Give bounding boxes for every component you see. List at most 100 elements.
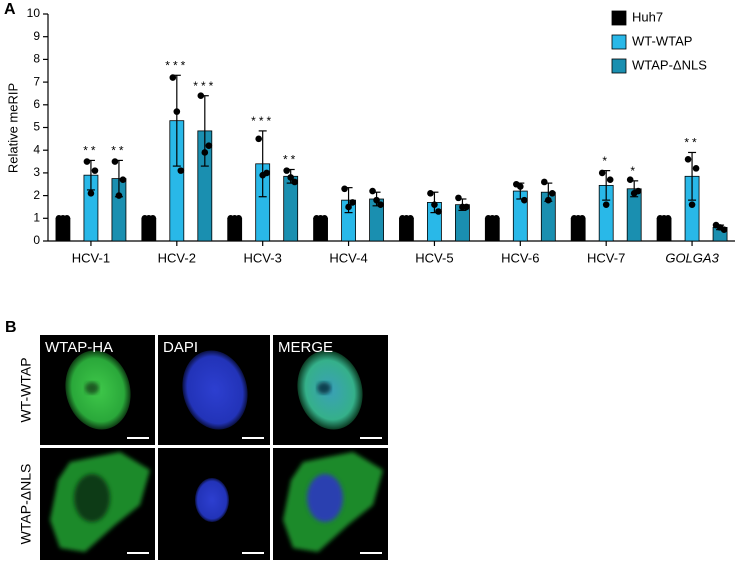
x-tick-label: HCV-6 (501, 250, 539, 265)
significance: ** (283, 153, 298, 167)
data-point (521, 196, 528, 204)
bar (141, 217, 157, 242)
data-point (664, 215, 672, 222)
data-point (235, 215, 242, 222)
data-point (119, 176, 127, 184)
y-tick-label: 7 (33, 74, 40, 88)
significance: ** (684, 136, 699, 150)
micrographs: WTAP-HA DAPI MERGE WT-WTAP WTAP-ΔNLS (18, 335, 388, 560)
data-point (377, 201, 384, 208)
significance: * (630, 164, 638, 178)
y-tick-label: 5 (33, 120, 40, 134)
row-label: WTAP-ΔNLS (18, 464, 34, 545)
panel-label: A (4, 1, 16, 18)
y-tick-label: 1 (33, 210, 40, 224)
data-point (602, 201, 610, 208)
data-point (435, 208, 442, 215)
nucleus (182, 350, 248, 430)
data-point (205, 142, 213, 149)
data-point (291, 178, 298, 186)
nucleus (74, 474, 110, 522)
x-tick-label: HCV-1 (72, 250, 110, 265)
bar (656, 217, 672, 242)
y-tick-label: 2 (33, 188, 40, 202)
data-point (63, 215, 71, 222)
data-point (201, 149, 209, 156)
data-point (692, 165, 700, 172)
legend-swatch (611, 58, 627, 74)
data-point (598, 169, 606, 177)
bar (399, 217, 414, 242)
data-point (545, 196, 552, 204)
legend-label: WT-WTAP (632, 33, 692, 48)
row-label: WT-WTAP (18, 357, 34, 422)
y-tick-label: 10 (27, 6, 41, 20)
legend-swatch (611, 10, 627, 26)
data-point (255, 135, 262, 143)
x-tick-label: HCV-4 (329, 250, 367, 265)
nucleus (195, 478, 229, 522)
nucleolus (317, 382, 331, 394)
data-point (688, 201, 696, 208)
data-point (87, 190, 95, 197)
significance: * (602, 154, 610, 168)
data-point (341, 185, 348, 193)
y-tick-label: 3 (33, 165, 40, 179)
bar (313, 217, 328, 242)
significance: *** (193, 79, 216, 93)
x-tick-label: HCV-5 (415, 250, 453, 265)
data-point (626, 176, 634, 184)
data-point (173, 108, 181, 115)
data-point (407, 215, 414, 222)
bar (283, 175, 299, 242)
data-point (373, 196, 380, 204)
significance: ** (111, 144, 126, 158)
y-tick-label: 0 (33, 233, 40, 247)
x-tick-label: HCV-3 (244, 250, 282, 265)
significance: *** (251, 114, 274, 128)
data-point (91, 167, 99, 174)
data-point (369, 187, 376, 195)
data-point (463, 203, 470, 211)
column-label: WTAP-HA (45, 339, 113, 356)
data-point (283, 167, 290, 174)
data-point (83, 158, 91, 165)
data-point (115, 192, 123, 199)
data-point (111, 158, 119, 165)
nucleus (307, 474, 343, 522)
scale-bars (127, 437, 382, 554)
data-point (169, 74, 177, 81)
y-tick-label: 4 (33, 142, 40, 156)
data-point (493, 215, 500, 222)
y-tick-label: 8 (33, 52, 40, 66)
data-point (549, 190, 556, 197)
legend-label: Huh7 (632, 9, 663, 24)
data-point (455, 194, 462, 202)
significance: *** (165, 58, 188, 72)
data-point (606, 176, 614, 184)
column-label: MERGE (278, 339, 333, 356)
y-tick-label: 6 (33, 97, 40, 111)
data-point (287, 174, 294, 181)
data-point (349, 199, 356, 206)
significance: ** (83, 144, 98, 158)
bar (570, 217, 586, 242)
data-point (263, 169, 270, 177)
x-tick-label: HCV-7 (587, 250, 625, 265)
data-point (149, 215, 157, 222)
y-axis-label: Relative meRIP (5, 83, 20, 173)
data-point (684, 155, 692, 163)
bar (484, 217, 500, 242)
data-point (578, 215, 586, 222)
nucleolus (85, 382, 99, 394)
bar (227, 217, 243, 242)
data-point (345, 203, 352, 211)
y-tick-label: 9 (33, 29, 40, 43)
x-tick-label: GOLGA3 (665, 250, 719, 265)
x-tick-label: HCV-2 (158, 250, 196, 265)
data-point (720, 226, 728, 233)
data-point (431, 201, 438, 208)
data-point (541, 178, 548, 186)
data-point (634, 187, 642, 195)
legend-swatch (611, 34, 627, 50)
